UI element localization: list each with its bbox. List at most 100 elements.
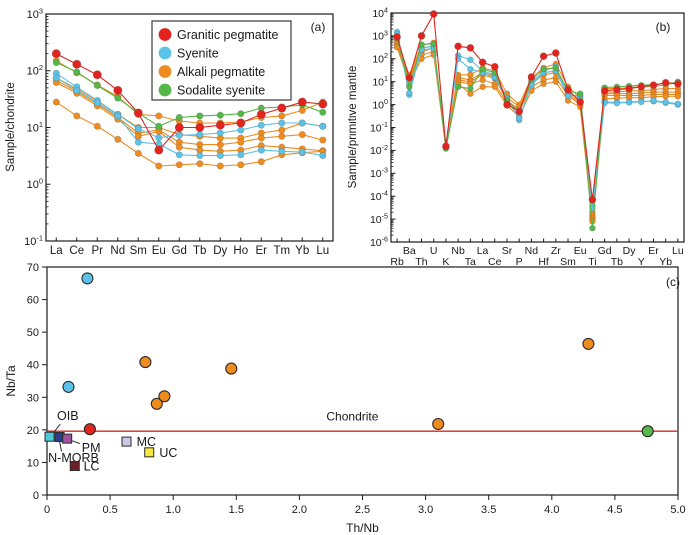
x-tick-label: 4.5 xyxy=(607,504,622,516)
data-point xyxy=(661,78,670,87)
plot-a: 10-1 100 101 102 103 La Ce Pr Nd Sm Eu Gd Tb Dy Ho Er Tm… xyxy=(5,6,334,257)
y-tick-label: 101 xyxy=(372,75,388,88)
data-point xyxy=(649,81,658,90)
series-syenite-2 xyxy=(393,30,682,212)
data-point xyxy=(62,380,75,393)
data-point xyxy=(429,10,438,18)
data-point xyxy=(674,80,682,88)
data-point xyxy=(319,108,327,116)
y-tick-label: 60 xyxy=(27,295,39,307)
y-tick-label: 40 xyxy=(27,360,39,372)
reference-label-pm: PM xyxy=(82,441,101,455)
series-sodalite-syenite xyxy=(393,34,682,232)
x-tick-label-hf: Hf xyxy=(538,256,549,267)
data-point xyxy=(174,122,184,133)
data-point xyxy=(196,152,204,160)
x-tick-label-ce: Ce xyxy=(69,245,84,257)
data-point xyxy=(73,68,81,76)
legend-label-sodalite-syenite: Sodalite syenite xyxy=(177,83,265,97)
data-point xyxy=(83,423,96,436)
plot-b: 10-6 10-5 10-4 10-3 10-2 10-1 100 101 102 103 104 R… xyxy=(348,6,685,267)
data-point xyxy=(466,44,475,52)
x-tick-label-lu: Lu xyxy=(672,245,684,257)
data-point xyxy=(319,152,327,160)
data-point xyxy=(175,151,183,159)
panel-label-a: (a) xyxy=(311,20,326,34)
x-tick-label: 0 xyxy=(44,504,50,516)
x-tick-label-er: Er xyxy=(256,245,268,257)
x-tick-label-ho: Ho xyxy=(233,245,248,257)
scatter-group-sodalite-syenite xyxy=(641,425,654,438)
data-point xyxy=(576,98,585,106)
data-point xyxy=(134,149,142,157)
legend-label-syenite: Syenite xyxy=(177,46,219,60)
y-tick-label: 20 xyxy=(27,425,39,437)
y-tick-label: 50 xyxy=(27,327,39,339)
panel-c-nbta-thnb-scatter: 0 0.5 1.0 1.5 2.0 2.5 3.0 3.5 4.0 4.5 5.0 0 10 20 30 40… xyxy=(4,262,686,535)
y-tick-label: 103 xyxy=(372,29,388,42)
x-tick-label-zr: Zr xyxy=(551,245,561,257)
data-point xyxy=(237,138,245,146)
data-point xyxy=(540,80,547,88)
series-line xyxy=(56,79,323,146)
series-line xyxy=(55,72,323,139)
y-tick-label: 100 xyxy=(372,98,388,111)
data-point xyxy=(154,145,164,155)
y-tick-label: 10 xyxy=(27,457,39,469)
y-tick-label: 10-3 xyxy=(370,167,388,180)
data-point xyxy=(467,85,474,92)
data-point xyxy=(52,58,60,67)
data-point xyxy=(277,103,287,113)
y-tick-label: 100 xyxy=(27,177,43,192)
data-point xyxy=(319,136,327,144)
reference-label-mc: MC xyxy=(137,435,156,449)
data-point xyxy=(237,110,245,118)
x-tick-label: 2.0 xyxy=(292,504,307,516)
plot-c: 0 0.5 1.0 1.5 2.0 2.5 3.0 3.5 4.0 4.5 5.0 0 10 20 30 40… xyxy=(4,262,686,535)
panel-a-ree-chondrite-chart: 10-1 100 101 102 103 La Ce Pr Nd Sm Eu Gd Tb Dy Ho Er Tm… xyxy=(5,6,334,257)
data-point xyxy=(662,93,669,100)
data-point xyxy=(405,73,414,82)
data-point xyxy=(278,112,286,120)
data-point xyxy=(73,112,81,120)
data-point xyxy=(257,121,265,129)
data-point xyxy=(564,85,572,94)
data-point xyxy=(278,132,286,140)
x-tick-label-la: La xyxy=(477,245,489,257)
x-tick-label-u: U xyxy=(430,245,438,257)
data-point xyxy=(479,76,486,84)
x-tick-label-rb: Rb xyxy=(390,256,404,267)
y-axis-title: Nb/Ta xyxy=(4,365,18,397)
x-axis-title: Th/Nb xyxy=(346,521,379,535)
y-tick-label: 30 xyxy=(27,392,39,404)
reference-square-oib xyxy=(44,431,55,442)
data-point xyxy=(175,143,183,151)
reference-n-morb: N-MORB xyxy=(48,432,99,465)
data-point xyxy=(158,390,171,403)
data-point xyxy=(625,84,633,93)
data-point xyxy=(237,151,245,159)
data-point xyxy=(613,85,621,94)
data-point xyxy=(215,120,225,130)
data-point xyxy=(155,122,163,130)
data-point xyxy=(113,85,123,95)
leader-line xyxy=(53,423,61,433)
series-line xyxy=(396,33,678,209)
data-point xyxy=(72,59,82,69)
data-point xyxy=(589,224,596,232)
panel-label-c: (c) xyxy=(666,275,680,289)
data-point xyxy=(257,134,265,142)
data-point xyxy=(196,131,204,139)
data-point xyxy=(478,58,487,67)
y-tick-label: 102 xyxy=(372,52,388,65)
data-point xyxy=(406,89,413,97)
data-point xyxy=(134,138,142,146)
x-tick-label-ta: Ta xyxy=(465,256,476,267)
data-point xyxy=(114,135,122,143)
x-tick-label: 4.0 xyxy=(544,504,559,516)
x-tick-label: 3.5 xyxy=(481,504,496,516)
data-point xyxy=(298,131,306,139)
data-point xyxy=(613,99,621,107)
y-tick-label: 10-5 xyxy=(370,212,388,225)
data-point xyxy=(527,73,536,81)
